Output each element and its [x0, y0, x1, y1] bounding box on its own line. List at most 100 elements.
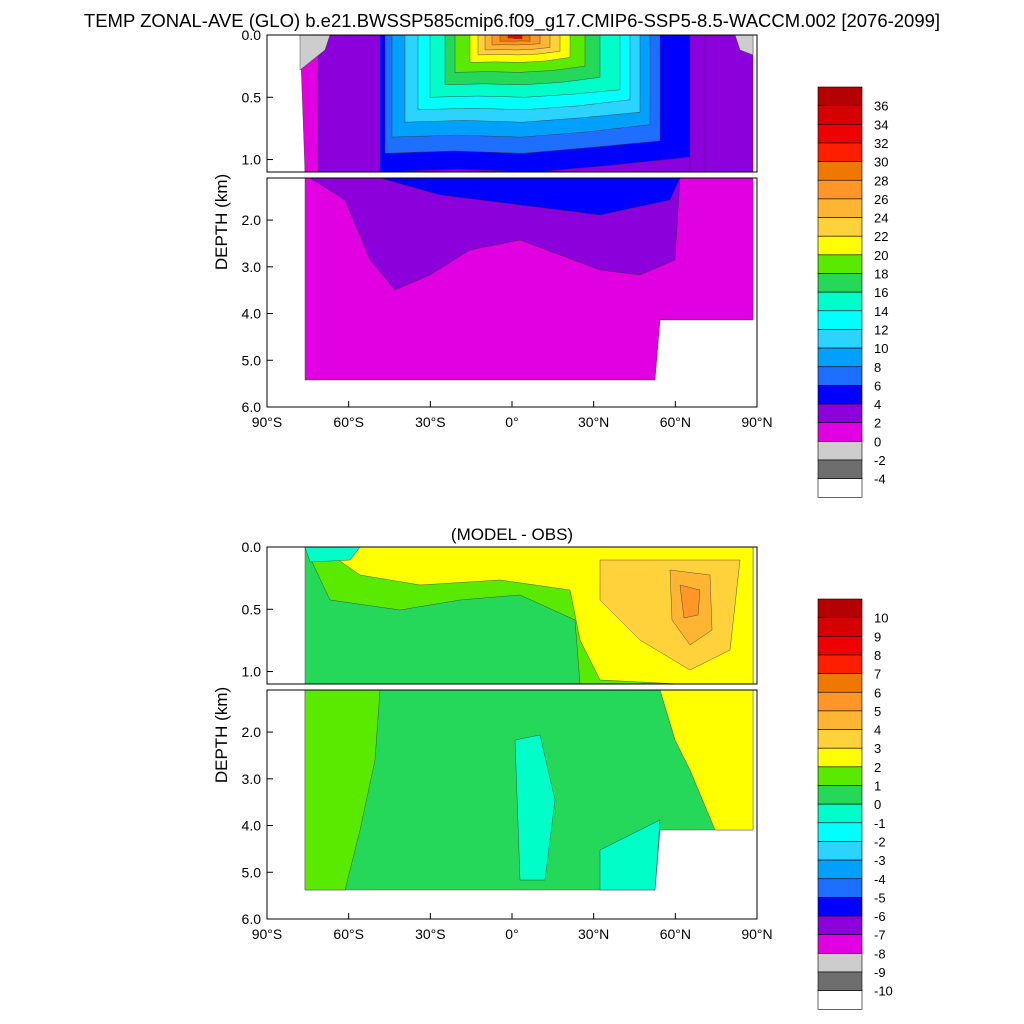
- colorbar-label: -2: [874, 453, 886, 468]
- colorbar-swatch: [817, 124, 863, 144]
- y-tick-label: 1.0: [242, 664, 262, 680]
- colorbar-swatch: [817, 822, 863, 842]
- upper-frame: [266, 546, 758, 685]
- colorbar-swatch: [817, 747, 863, 768]
- x-tick-label: 30°N: [578, 414, 609, 430]
- colorbar-swatch: [817, 235, 863, 256]
- colorbar-label: 28: [874, 173, 888, 188]
- colorbar-swatch: [817, 971, 863, 991]
- colorbar-label: 0: [874, 434, 881, 449]
- panel-1: 90°S 60°S 30°S 0° 30°N 60°N 90°N 0.0 0.5 1.0 2.0 3.…: [212, 27, 888, 498]
- lower-field: [304, 178, 754, 381]
- colorbar-label: 36: [874, 99, 888, 114]
- colorbar-swatch: [817, 217, 863, 237]
- colorbar-swatch: [817, 422, 863, 442]
- colorbar-swatch: [817, 803, 863, 824]
- colorbar-swatch: [817, 385, 863, 405]
- colorbar-swatch: [817, 86, 863, 106]
- colorbar-label: 5: [874, 704, 881, 719]
- colorbar-label: 6: [874, 685, 881, 700]
- colorbar-label: 10: [874, 341, 888, 356]
- x-tick-label: 90°S: [252, 926, 283, 942]
- colorbar-label: 26: [874, 192, 888, 207]
- colorbar-swatch: [817, 273, 863, 293]
- colorbar-swatch: [817, 897, 863, 917]
- colorbar-swatch: [817, 673, 863, 693]
- x-tick-label: 90°S: [252, 414, 283, 430]
- x-tick-label: 0°: [505, 414, 518, 430]
- colorbar-swatch: [817, 691, 863, 712]
- y-tick-label: 4.0: [242, 818, 262, 834]
- upper-frame: [266, 34, 758, 173]
- colorbar-label: 8: [874, 648, 881, 663]
- south-cold: [299, 35, 319, 172]
- y-tick-label: 0.0: [242, 539, 262, 555]
- colorbar-swatch: [817, 161, 863, 181]
- colorbar-swatch: [817, 179, 863, 200]
- band-13: [507, 35, 523, 39]
- diff-upper-5to6: [679, 584, 701, 619]
- colorbar-label: 10: [874, 611, 888, 626]
- colorbar-label: 8: [874, 360, 881, 375]
- colorbar-label: -7: [874, 928, 886, 943]
- colorbar-swatch: [817, 198, 863, 218]
- colorbar-swatch: [817, 990, 863, 1010]
- colorbar-label: 3: [874, 741, 881, 756]
- upper-field: [304, 547, 754, 684]
- y-tick-label: 5.0: [242, 864, 262, 880]
- panel-2: 90°S 60°S 30°S 0° 30°N 60°N 90°N 0.0 0.5 1.0 2.0 3.…: [212, 539, 893, 1010]
- colorbar-label: 4: [874, 397, 881, 412]
- x-tick-label: 0°: [505, 926, 518, 942]
- colorbar-swatch: [817, 617, 863, 637]
- colorbar-label: 24: [874, 211, 888, 226]
- colorbar-swatch: [817, 366, 863, 386]
- colorbar-label: -9: [874, 965, 886, 980]
- colorbar-label: 18: [874, 267, 888, 282]
- diff-lower-1to2w: [304, 690, 381, 891]
- y-tick-label: 3.0: [242, 771, 262, 787]
- colorbar-label: -5: [874, 890, 886, 905]
- upper-field: [299, 35, 754, 172]
- y-tick-label: 6.0: [242, 911, 262, 927]
- colorbar-swatch: [817, 291, 863, 312]
- colorbar-label: -3: [874, 853, 886, 868]
- colorbar-swatch: [817, 729, 863, 749]
- colorbar-swatch: [817, 105, 863, 125]
- colorbar-label: 32: [874, 136, 888, 151]
- colorbar-label: 2: [874, 416, 881, 431]
- colorbar-swatch: [817, 859, 863, 880]
- colorbar-label: 0: [874, 797, 881, 812]
- panel2-title: (MODEL - OBS): [451, 525, 573, 544]
- y-tick-label: 3.0: [242, 259, 262, 275]
- y-tick-label: 4.0: [242, 306, 262, 322]
- x-tick-label: 60°N: [660, 414, 691, 430]
- figure-title: TEMP ZONAL-AVE (GLO) b.e21.BWSSP585cmip6…: [84, 10, 940, 32]
- x-tick-label: 60°N: [660, 926, 691, 942]
- x-tick-label: 60°S: [333, 414, 364, 430]
- y-axis-label: DEPTH (km): [212, 687, 231, 783]
- diff-lower-neg2: [599, 819, 661, 891]
- colorbar-label: -4: [874, 472, 886, 487]
- colorbar-label: 22: [874, 229, 888, 244]
- colorbar-label: 30: [874, 155, 888, 170]
- colorbar-swatch: [817, 785, 863, 805]
- y-tick-label: 6.0: [242, 399, 262, 415]
- x-tick-label: 90°N: [741, 926, 772, 942]
- colorbar-label: -6: [874, 909, 886, 924]
- colorbar-swatch: [817, 934, 863, 954]
- colorbar-label: 12: [874, 322, 888, 337]
- colorbar-swatch: [817, 441, 863, 461]
- colorbar-swatch: [817, 878, 863, 898]
- colorbar-label: -4: [874, 872, 886, 887]
- south-ice: [299, 35, 331, 71]
- colorbar-label: 6: [874, 378, 881, 393]
- colorbar-label: 14: [874, 304, 888, 319]
- x-tick-label: 30°S: [415, 414, 446, 430]
- colorbar-swatch: [817, 598, 863, 618]
- colorbar-label: -1: [874, 816, 886, 831]
- colorbar-label: -2: [874, 834, 886, 849]
- diff-lower-2to3: [659, 690, 754, 831]
- colorbar-label: 2: [874, 760, 881, 775]
